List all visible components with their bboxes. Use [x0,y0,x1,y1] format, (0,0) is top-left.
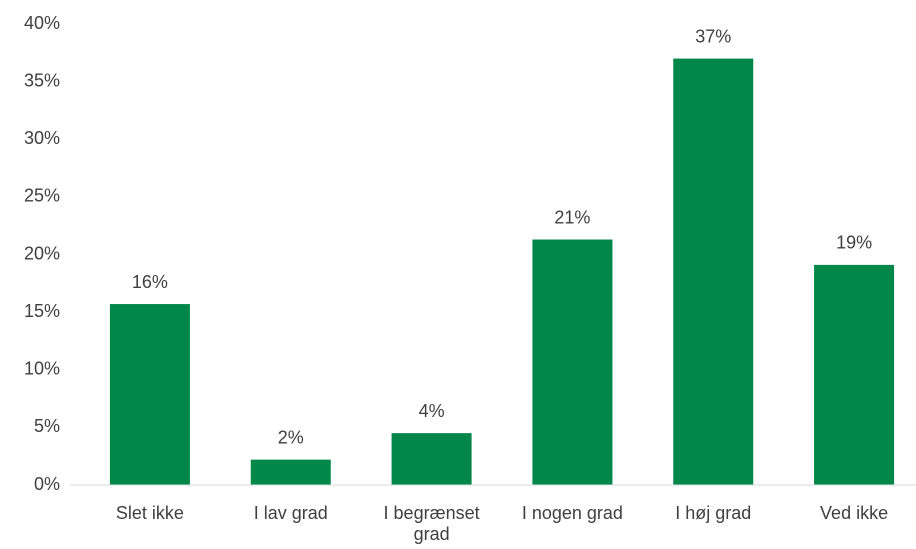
data-label: 21% [554,207,590,227]
y-tick-label: 0% [34,474,60,494]
bar [250,459,331,485]
data-label: 19% [836,233,872,253]
bar [109,304,190,485]
x-tick-label: I nogen grad [521,503,623,523]
y-tick-label: 15% [24,301,60,321]
data-label: 2% [278,427,304,447]
x-tick-label: I begrænset grad [383,503,480,544]
y-tick-label: 35% [24,70,60,90]
data-label: 37% [695,26,731,46]
y-tick-label: 10% [24,359,60,379]
x-tick-label: Ved ikke [820,503,889,523]
bar [814,264,895,485]
x-tick-label: Slet ikke [115,503,184,523]
x-tick-label: I lav grad [253,503,328,523]
y-tick-label: 25% [24,186,60,206]
y-tick-label: 40% [24,13,60,33]
data-label: 16% [132,272,168,292]
bar [532,239,613,485]
x-tick-label: I høj grad [675,503,752,523]
data-label: 4% [419,401,445,421]
y-tick-label: 5% [34,416,60,436]
bar [673,58,754,485]
y-tick-label: 30% [24,128,60,148]
y-tick-label: 20% [24,243,60,263]
bar [391,433,472,485]
